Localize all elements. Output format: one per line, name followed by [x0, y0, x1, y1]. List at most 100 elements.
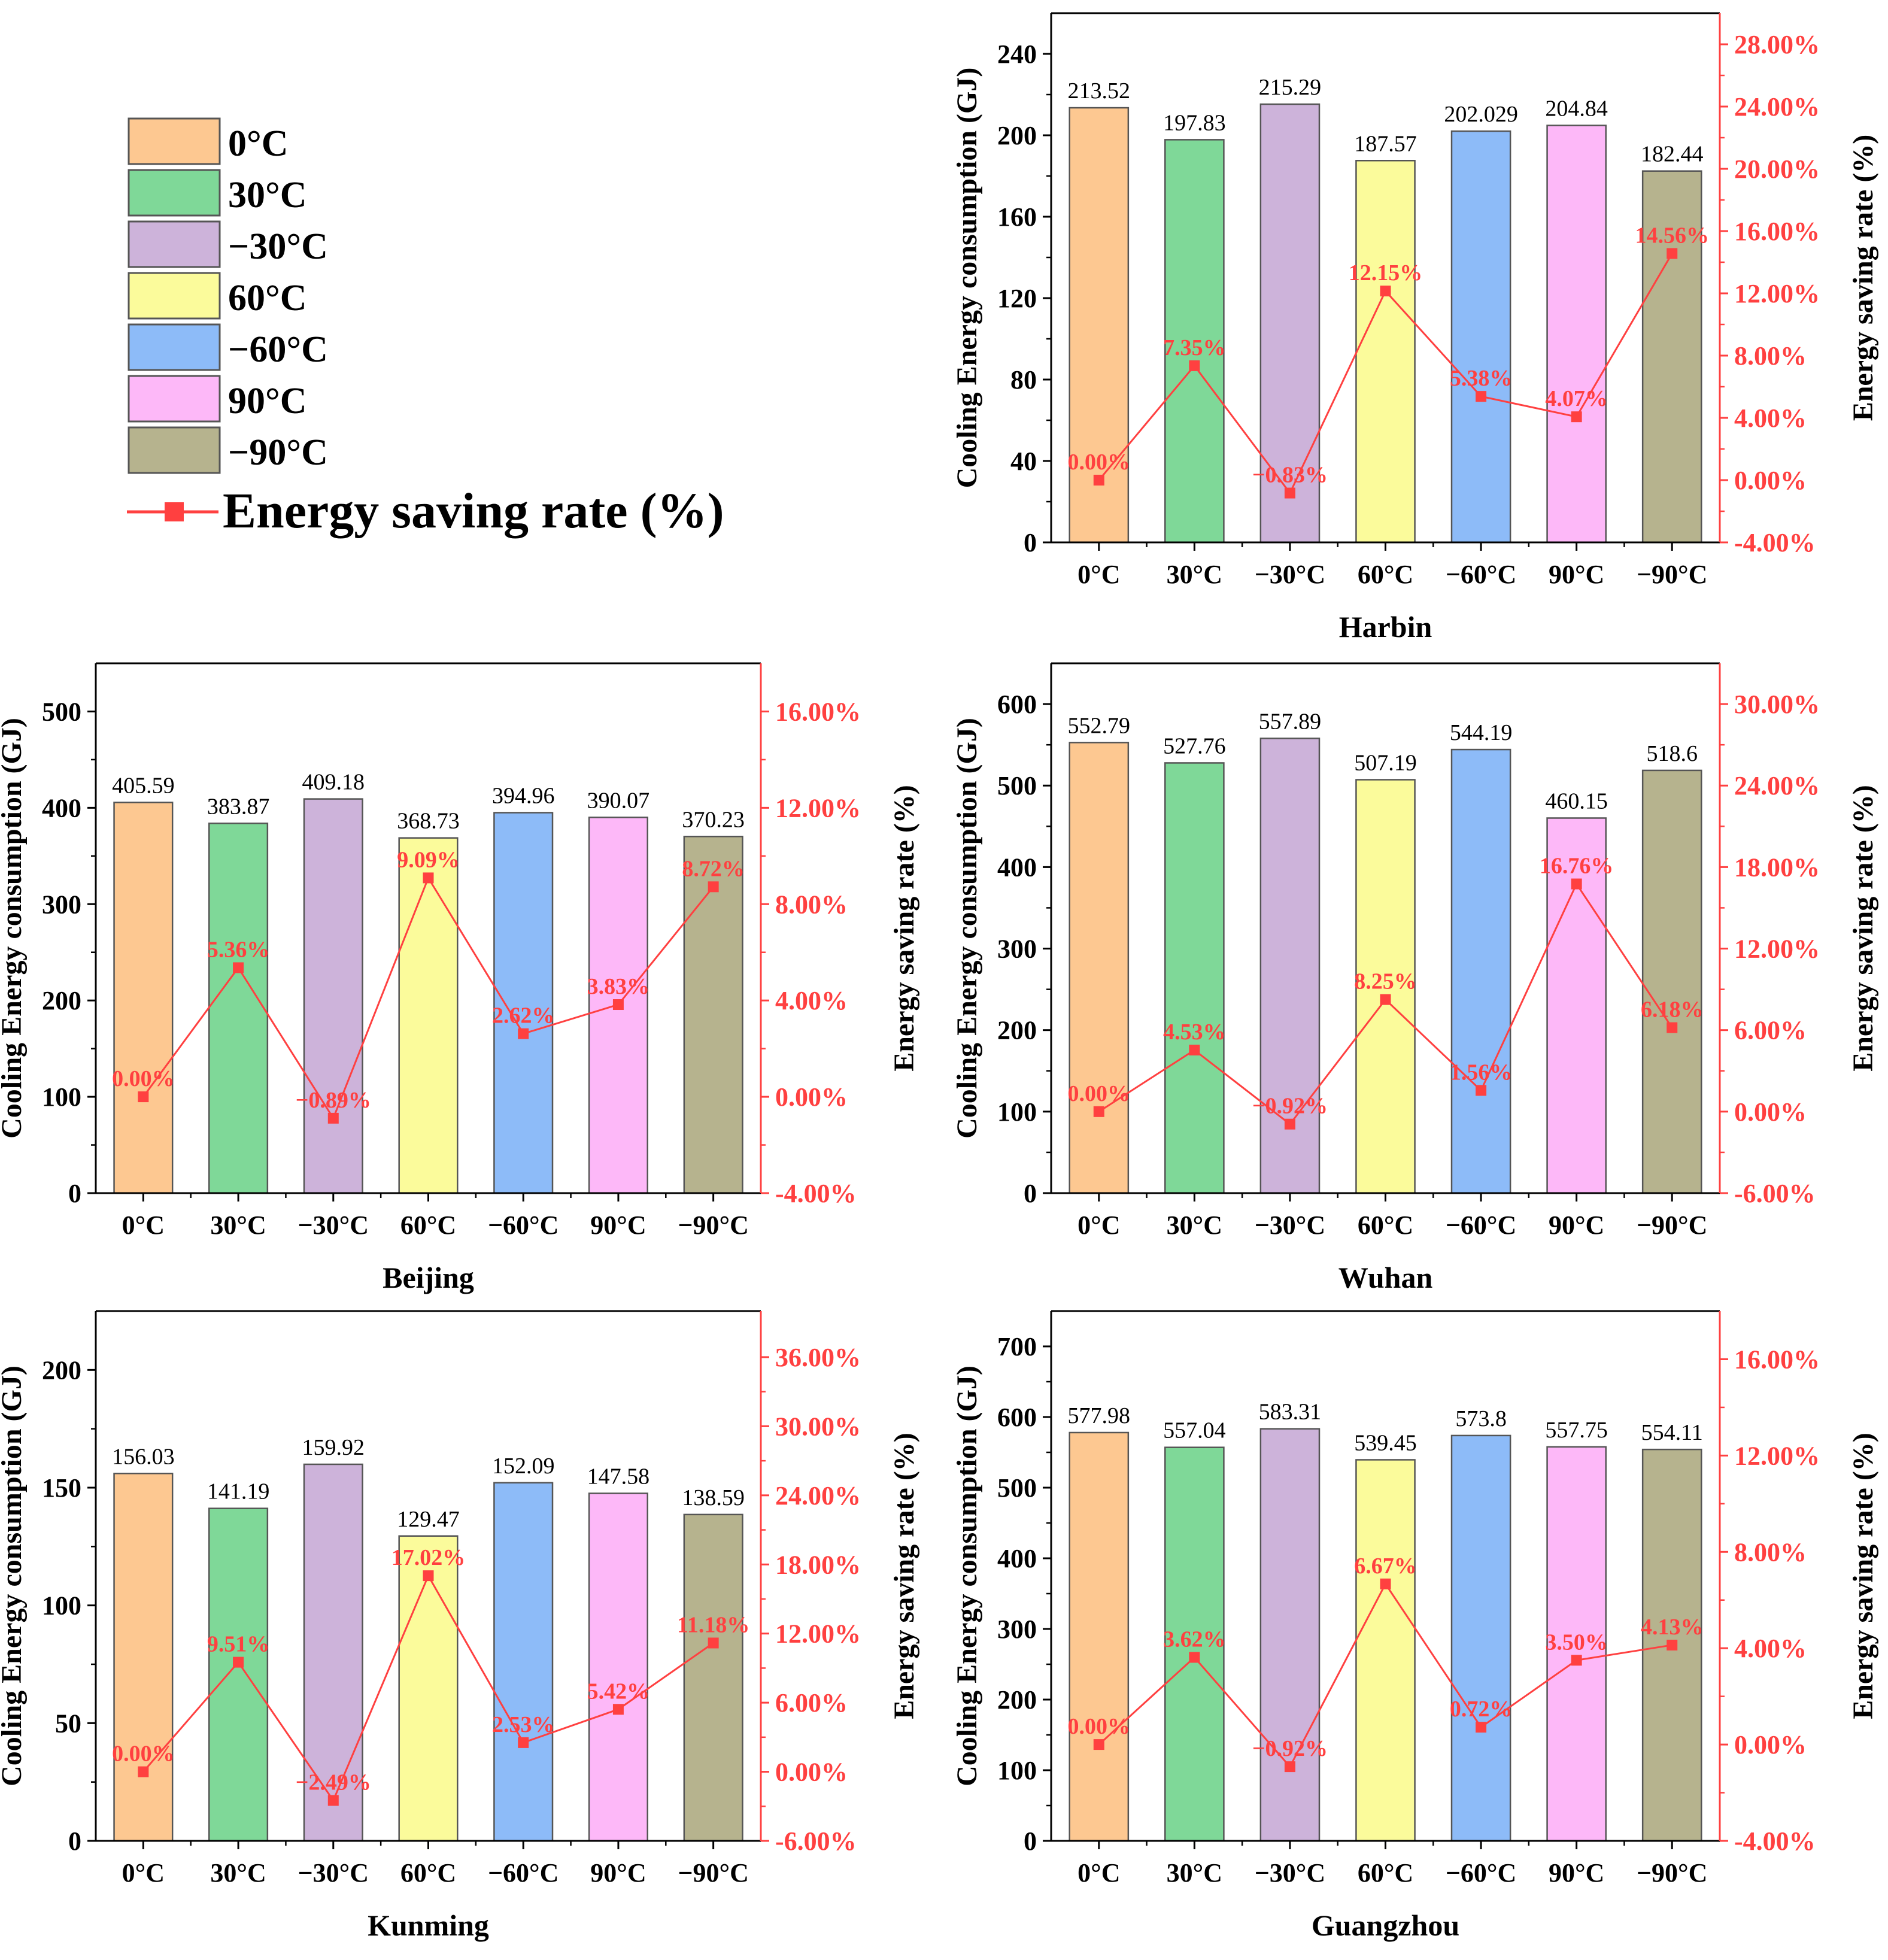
rate-marker-60c — [1380, 994, 1391, 1005]
rate-label: 2.62% — [492, 1003, 555, 1028]
legend-swatch-0c — [128, 117, 221, 165]
x-tick-label: −60°C — [1446, 560, 1516, 589]
x-tick-label: −90°C — [678, 1210, 748, 1240]
y2-tick-label: -6.00% — [1734, 1179, 1816, 1208]
rate-marker-neg60c — [1476, 1085, 1487, 1096]
y2-tick-label: 4.00% — [775, 986, 848, 1015]
bar-60c — [1355, 1459, 1416, 1842]
value-label: 156.03 — [112, 1444, 175, 1469]
rate-marker-30c — [233, 1656, 244, 1668]
y2-tick-label: 20.00% — [1734, 154, 1820, 184]
x-tick-label: −30°C — [1255, 1210, 1325, 1240]
y2-tick-label: 24.00% — [1734, 92, 1820, 122]
y2-tick-label: 36.00% — [775, 1343, 861, 1372]
y-tick-label: 150 — [42, 1473, 81, 1503]
rate-marker-90c — [1571, 411, 1582, 423]
rate-label: 5.36% — [207, 937, 270, 962]
rate-marker-90c — [612, 1704, 624, 1715]
bar-neg60c — [1450, 748, 1511, 1194]
legend-swatch-90c — [128, 375, 221, 423]
y-tick-label: 400 — [997, 1544, 1037, 1573]
value-label: 383.87 — [207, 794, 270, 819]
y2-tick-label: -4.00% — [1734, 528, 1816, 557]
rate-marker-0c — [1093, 1739, 1104, 1750]
rate-label: 0.00% — [112, 1066, 175, 1091]
x-tick-label: 0°C — [1077, 560, 1120, 589]
bar-30c — [1164, 1446, 1225, 1842]
legend-label: 60°C — [228, 278, 307, 318]
rate-label: 6.18% — [1641, 997, 1704, 1023]
value-label: 577.98 — [1068, 1403, 1131, 1428]
y-tick-label: 50 — [55, 1709, 81, 1738]
rate-label: 3.83% — [587, 974, 650, 999]
rate-marker-30c — [233, 962, 244, 973]
y2-tick-label: 0.00% — [775, 1082, 848, 1112]
bar-neg30c — [303, 1463, 363, 1842]
x-tick-label: 0°C — [1077, 1858, 1120, 1888]
rate-marker-neg60c — [1476, 391, 1487, 402]
y2-tick-label: 24.00% — [1734, 771, 1820, 800]
rate-label: 0.00% — [112, 1741, 175, 1767]
legend-swatch-60c — [128, 272, 221, 320]
rate-marker-neg30c — [327, 1795, 339, 1806]
value-label: 147.58 — [587, 1464, 650, 1489]
x-tick-label: −30°C — [1255, 560, 1325, 589]
y-tick-label: 500 — [42, 697, 81, 726]
value-label: 370.23 — [682, 807, 745, 832]
x-tick-label: 90°C — [1549, 1210, 1604, 1240]
bar-neg60c — [493, 1482, 554, 1842]
y-tick-label: 300 — [997, 1615, 1037, 1644]
rate-marker-0c — [1093, 475, 1104, 486]
y-axis-title: Cooling Energy consumption (GJ) — [0, 1366, 28, 1786]
y2-tick-label: 4.00% — [1734, 403, 1807, 433]
y-tick-label: 0 — [1024, 1179, 1037, 1208]
x-tick-label: 60°C — [1358, 1210, 1413, 1240]
y-tick-label: 200 — [997, 1016, 1037, 1045]
y-tick-label: 0 — [1024, 1826, 1037, 1856]
y2-tick-label: 18.00% — [775, 1550, 861, 1579]
y2-tick-label: 12.00% — [1734, 279, 1820, 308]
bar-60c — [1355, 779, 1416, 1194]
x-tick-label: 90°C — [1549, 560, 1604, 589]
chart-kunming: 156.03 141.19 159.92 129.47 152.09 147.58 138.… — [0, 1310, 920, 1942]
value-label: 554.11 — [1641, 1420, 1703, 1445]
y2-axis-title: Energy saving rate (%) — [1847, 785, 1879, 1072]
value-label: 544.19 — [1450, 720, 1513, 745]
bar-neg60c — [1450, 130, 1511, 544]
rate-label: 3.62% — [1163, 1627, 1226, 1652]
bar-60c — [398, 1535, 459, 1842]
value-label: 573.8 — [1455, 1406, 1507, 1431]
x-tick-label: −30°C — [298, 1210, 369, 1240]
charts: 213.52 197.83 215.29 187.57 202.029 204.84 182… — [0, 12, 1879, 1942]
x-tick-label: 0°C — [122, 1858, 165, 1888]
x-tick-label: 60°C — [400, 1858, 456, 1888]
y-tick-label: 200 — [42, 986, 81, 1015]
x-tick-label: 0°C — [122, 1210, 165, 1240]
y2-tick-label: 12.00% — [775, 1619, 861, 1649]
rate-label: −0.89% — [296, 1088, 371, 1113]
y-axis-title: Cooling Energy consumption (GJ) — [951, 1366, 983, 1786]
y-tick-label: 200 — [997, 1685, 1037, 1715]
x-tick-label: −90°C — [1637, 1210, 1707, 1240]
chart-wuhan: 552.79 527.76 557.89 507.19 544.19 460.15 518.… — [951, 662, 1879, 1294]
value-label: 557.75 — [1545, 1418, 1608, 1443]
x-tick-label: 90°C — [590, 1210, 646, 1240]
x-tick-label: 60°C — [1358, 1858, 1413, 1888]
y-tick-label: 300 — [42, 890, 81, 919]
value-label: 152.09 — [492, 1454, 555, 1479]
y2-tick-label: 4.00% — [1734, 1634, 1807, 1663]
y-tick-label: 700 — [997, 1332, 1037, 1361]
rate-marker-neg60c — [518, 1737, 529, 1748]
value-label: 141.19 — [207, 1479, 270, 1504]
y-tick-label: 200 — [997, 121, 1037, 150]
y-tick-label: 100 — [997, 1756, 1037, 1785]
chart-title: Harbin — [1339, 610, 1432, 644]
rate-marker-30c — [1189, 360, 1200, 371]
x-tick-label: 30°C — [1167, 1858, 1222, 1888]
bar-30c — [208, 823, 269, 1194]
rate-marker-60c — [423, 872, 434, 884]
rate-label: 0.00% — [1068, 1081, 1131, 1106]
bar-30c — [1164, 139, 1225, 544]
y2-tick-label: 8.00% — [775, 890, 848, 919]
